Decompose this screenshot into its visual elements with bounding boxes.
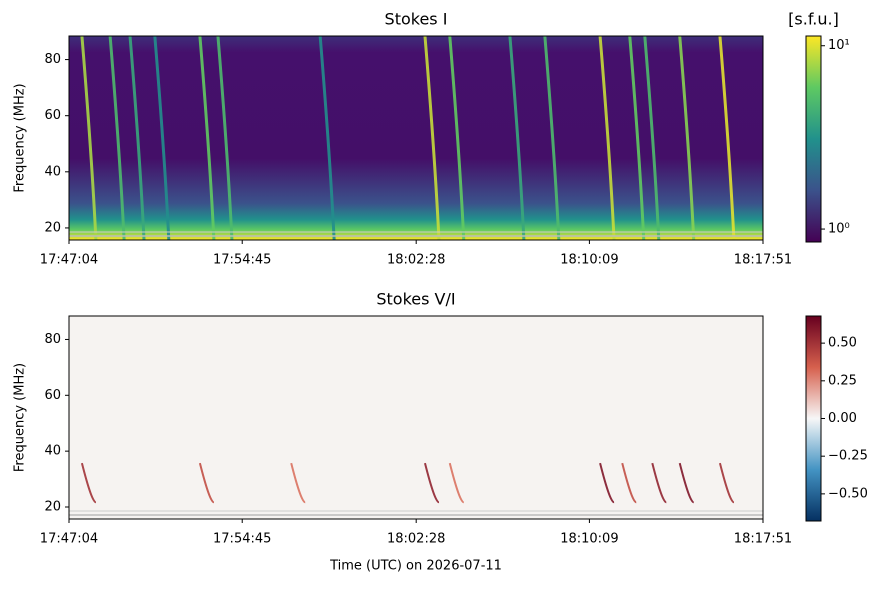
burst: [448, 36, 466, 240]
x-tick-label: 18:02:28: [387, 532, 445, 547]
heatmap-background: [69, 36, 763, 240]
y-tick-label: 60: [44, 108, 61, 123]
heatmap: [69, 462, 763, 516]
burst: [80, 462, 97, 504]
burst: [598, 36, 616, 240]
y-tick-label: 40: [44, 444, 61, 459]
x-tick-label: 17:47:04: [40, 253, 98, 268]
burst: [718, 462, 735, 504]
burst: [643, 36, 661, 240]
colorbar-tick-label: −0.50: [828, 486, 868, 501]
burst: [318, 36, 336, 240]
burst: [198, 36, 216, 240]
y-tick-label: 40: [44, 164, 61, 179]
burst: [108, 36, 126, 240]
colorbar: [805, 315, 822, 522]
y-tick-label: 80: [44, 332, 61, 347]
burst: [448, 462, 465, 504]
x-tick-label: 17:54:45: [213, 532, 271, 547]
y-tick-label: 20: [44, 499, 61, 514]
colorbar-tick-label: 0.00: [828, 411, 857, 426]
burst: [599, 462, 615, 504]
x-tick-label: 18:10:09: [560, 253, 618, 268]
heatmap: [69, 36, 763, 240]
plot-title: Stokes V/I: [376, 290, 455, 309]
x-tick-label: 18:17:51: [734, 253, 792, 268]
colorbar-tick-label: 10¹: [828, 38, 850, 53]
colorbar-tick-label: 10⁰: [828, 222, 850, 237]
x-axis-label: Time (UTC) on 2026-07-11: [329, 559, 502, 574]
colorbar-label: [s.f.u.]: [788, 10, 839, 29]
x-tick-label: 18:17:51: [734, 532, 792, 547]
burst: [651, 462, 667, 504]
plot-title: Stokes I: [385, 10, 448, 29]
colorbar: [805, 35, 822, 243]
burst: [424, 462, 440, 504]
burst: [290, 462, 306, 504]
y-tick-label: 60: [44, 388, 61, 403]
x-tick-label: 17:54:45: [213, 253, 271, 268]
y-axis-label: Frequency (MHz): [13, 363, 28, 472]
y-tick-label: 80: [44, 52, 61, 67]
colorbar-tick-label: −0.25: [828, 449, 868, 464]
heatmap-background: [69, 316, 763, 519]
burst: [718, 36, 736, 240]
burst: [678, 36, 696, 240]
x-tick-label: 18:02:28: [387, 253, 445, 268]
burst: [621, 462, 637, 504]
burst: [543, 36, 561, 240]
burst: [198, 462, 215, 504]
y-axis-label: Frequency (MHz): [13, 83, 28, 192]
y-tick-label: 20: [44, 220, 61, 235]
x-tick-label: 18:10:09: [560, 532, 618, 547]
burst: [128, 36, 146, 240]
x-tick-label: 17:47:04: [40, 532, 98, 547]
burst: [678, 462, 695, 504]
colorbar-tick-label: 0.50: [828, 336, 857, 351]
burst: [153, 36, 171, 240]
burst: [80, 36, 98, 240]
colorbar-tick-label: 0.25: [828, 373, 857, 388]
burst: [508, 36, 526, 240]
burst: [423, 36, 441, 240]
burst: [216, 36, 234, 240]
burst: [628, 36, 646, 240]
